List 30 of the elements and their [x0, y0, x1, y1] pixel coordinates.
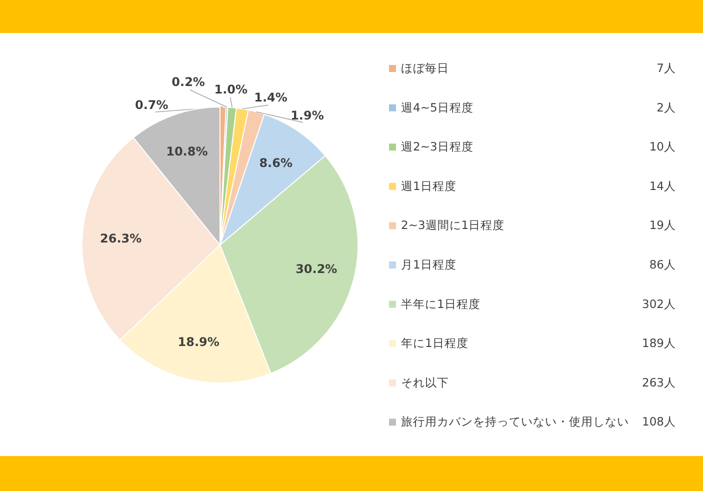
data-label: 10.8%: [166, 144, 208, 158]
data-label: 1.0%: [214, 82, 248, 96]
text: 86人: [649, 258, 676, 272]
data-label: 1.4%: [254, 90, 288, 104]
legend-label: 週1日程度: [401, 178, 456, 193]
text: 10人: [649, 140, 676, 154]
text: 189人: [642, 336, 676, 350]
text: 108人: [642, 414, 676, 429]
legend-label: 旅行用カバンを持っていない・使用しない: [401, 414, 629, 429]
legend-label: それ以下: [401, 375, 449, 390]
legend-label: 週2~3日程度: [401, 140, 474, 154]
legend-label: 月1日程度: [401, 258, 456, 272]
text: 263人: [642, 375, 676, 390]
data-label: 30.2%: [296, 262, 338, 276]
legend-label: 2~3週間に1日程度: [401, 218, 505, 232]
text: 2人: [656, 100, 676, 114]
text: 302人: [642, 296, 676, 311]
data-label: 8.6%: [259, 156, 292, 170]
data-label: 0.7%: [134, 98, 168, 112]
data-label: 0.2%: [172, 75, 205, 90]
legend-label: 年に1日程度: [401, 336, 468, 350]
data-label: 1.9%: [290, 108, 324, 123]
text: 19人: [649, 218, 676, 232]
legend-label: ほぼ毎日: [401, 61, 449, 75]
legend-label: 週4~5日程度: [401, 100, 474, 114]
legend-label: 半年に1日程度: [401, 296, 480, 311]
data-label: 26.3%: [100, 231, 142, 246]
text: 14人: [649, 178, 676, 193]
text: 7人: [656, 61, 676, 75]
data-label: 18.9%: [178, 335, 220, 350]
